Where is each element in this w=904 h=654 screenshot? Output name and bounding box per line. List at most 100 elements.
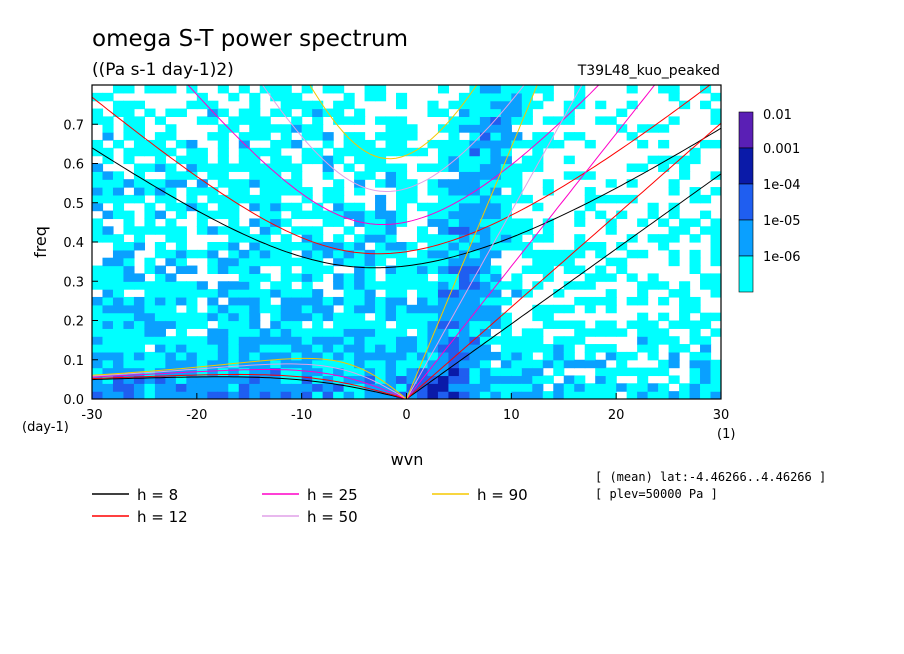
heatmap-cell (280, 249, 292, 259)
heatmap-cell (228, 187, 240, 196)
heatmap-cell (458, 179, 470, 188)
heatmap-cell (280, 85, 292, 94)
heatmap-cell (238, 296, 250, 306)
heatmap-cell (532, 391, 544, 399)
heatmap-cell (165, 163, 177, 172)
heatmap-cell (385, 234, 397, 243)
heatmap-cell (385, 147, 397, 157)
heatmap-cell (710, 187, 721, 196)
heatmap-cell (427, 296, 439, 306)
heatmap-cell (396, 147, 408, 157)
heatmap-cell (175, 108, 187, 117)
heatmap-cell (700, 312, 712, 322)
heatmap-cell (112, 194, 125, 204)
y-axis-label: freq (31, 226, 50, 258)
heatmap-cell (144, 383, 156, 392)
heatmap-cell (354, 296, 366, 306)
heatmap-cell (458, 391, 470, 399)
heatmap-cell (154, 187, 166, 196)
heatmap-cell (710, 289, 721, 298)
heatmap-cell (144, 202, 156, 212)
heatmap-cell (458, 375, 470, 384)
heatmap-cell (500, 147, 512, 157)
heatmap-cell (416, 367, 429, 377)
heatmap-cell (668, 187, 680, 196)
heatmap-cell (322, 210, 334, 220)
heatmap-cell (123, 367, 135, 377)
heatmap-cell (186, 320, 198, 329)
heatmap-cell (144, 139, 156, 149)
heatmap-cell (479, 281, 491, 290)
heatmap-cell (280, 344, 292, 353)
heatmap-cell (458, 187, 470, 196)
heatmap-cell (238, 289, 250, 298)
heatmap-cell (553, 344, 565, 353)
heatmap-cell (637, 383, 649, 392)
heatmap-cell (112, 139, 125, 149)
heatmap-cell (312, 155, 324, 165)
heatmap-cell (154, 210, 166, 220)
heatmap-cell (396, 179, 408, 188)
heatmap-cell (437, 124, 450, 133)
heatmap-cell (469, 242, 481, 251)
heatmap-cell (406, 124, 418, 133)
heatmap-cell (270, 289, 282, 298)
heatmap-cell (427, 304, 439, 314)
heatmap-cell (322, 85, 334, 94)
y-unit-label: (day-1) (22, 420, 69, 435)
heatmap-cell (479, 383, 491, 392)
heatmap-cell (354, 257, 366, 267)
heatmap-cell (123, 312, 135, 322)
heatmap-cell (270, 391, 282, 399)
heatmap-cell (144, 375, 156, 384)
heatmap-cell (165, 234, 177, 243)
heatmap-cell (343, 351, 355, 361)
heatmap-cell (112, 328, 125, 337)
heatmap-cell (396, 296, 408, 306)
heatmap-cell (270, 249, 282, 259)
heatmap-cell (354, 383, 366, 392)
heatmap-cell (437, 249, 450, 259)
heatmap-cell (333, 202, 345, 212)
heatmap-cell (102, 124, 114, 133)
heatmap-cell (133, 100, 146, 110)
heatmap-cell (133, 187, 146, 196)
heatmap-cell (343, 249, 355, 259)
heatmap-cell (616, 359, 628, 369)
heatmap-cell (385, 163, 397, 172)
heatmap-cell (249, 257, 261, 267)
heatmap-cell (186, 249, 198, 259)
heatmap-cell (637, 375, 649, 384)
heatmap-cell (175, 383, 187, 392)
heatmap-cell (458, 92, 470, 102)
heatmap-cell (343, 273, 355, 282)
heatmap-cell (458, 296, 470, 306)
heatmap-cell (322, 351, 334, 361)
heatmap-cell (532, 249, 544, 259)
heatmap-cell (186, 147, 198, 157)
heatmap-cell (238, 336, 250, 345)
heatmap-cell (584, 328, 596, 337)
heatmap-cell (626, 296, 638, 306)
x-tick-label: -20 (186, 408, 207, 423)
heatmap-cell (375, 336, 387, 345)
heatmap-cell (228, 312, 240, 322)
heatmap-cell (154, 375, 166, 384)
heatmap-cell (249, 359, 261, 369)
heatmap-cell (270, 375, 282, 384)
heatmap-cell (364, 367, 376, 377)
heatmap-cell (679, 296, 691, 306)
heatmap-cell (500, 210, 512, 220)
heatmap-cell (385, 328, 397, 337)
heatmap-cell (710, 281, 721, 290)
heatmap-cell (406, 383, 418, 392)
heatmap-cell (165, 312, 177, 322)
heatmap-cell (532, 344, 544, 353)
heatmap-cell (102, 336, 114, 345)
heatmap-cell (354, 218, 366, 227)
heatmap-cell (406, 367, 418, 377)
heatmap-cell (511, 85, 523, 94)
heatmap-cell (196, 210, 208, 220)
heatmap-cell (479, 100, 491, 110)
